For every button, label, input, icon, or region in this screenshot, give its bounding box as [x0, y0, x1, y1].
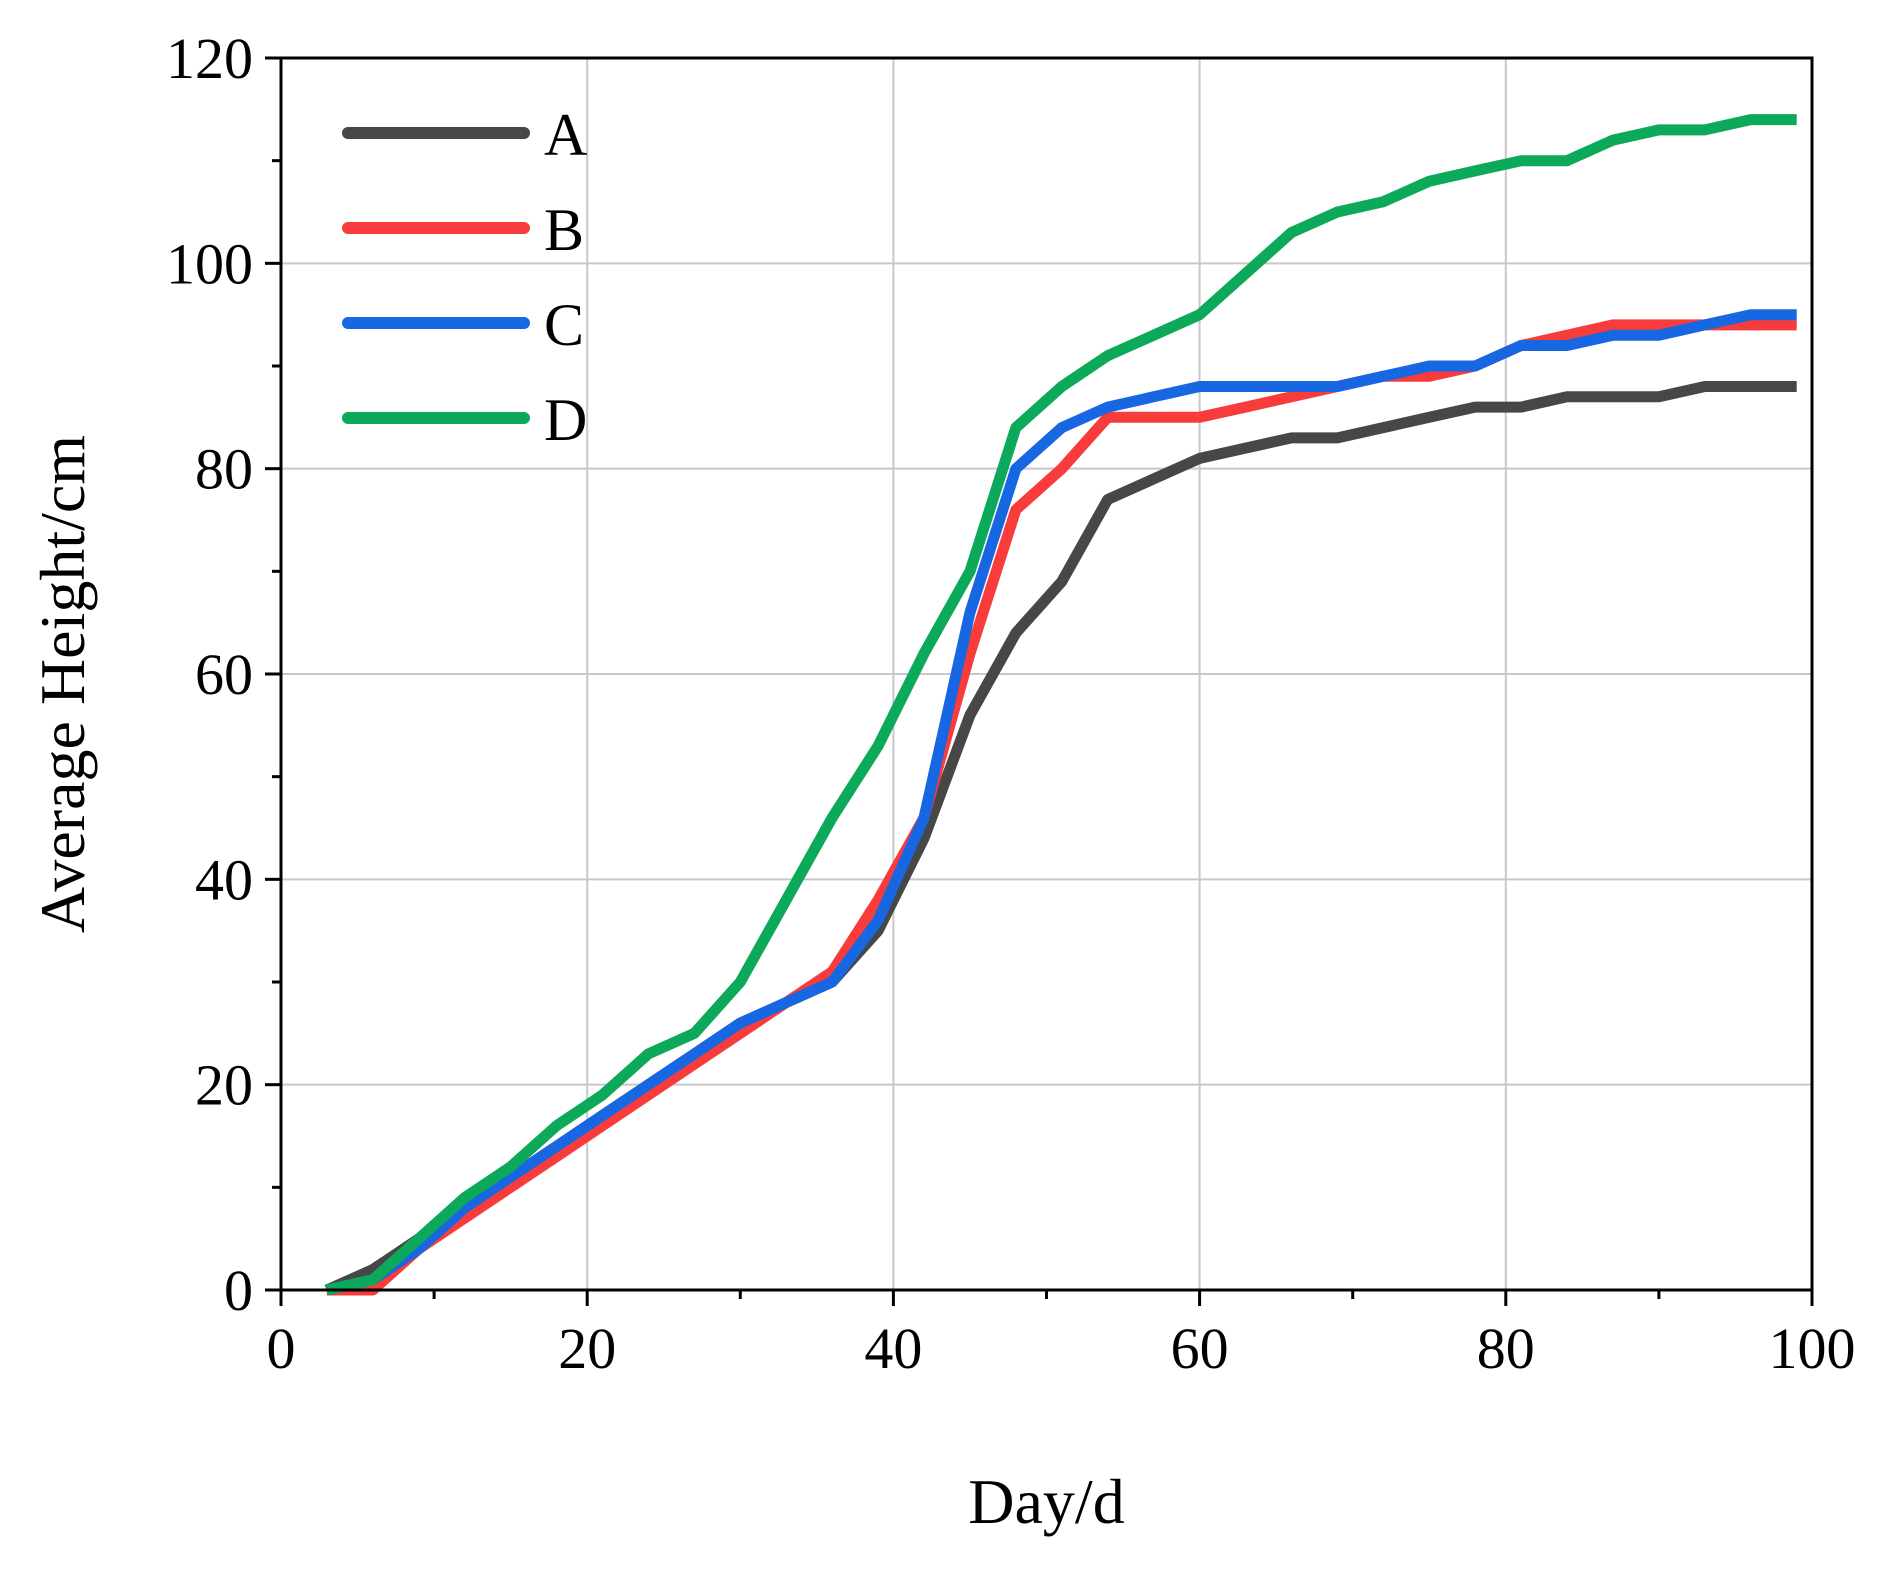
legend-label-b: B: [544, 197, 584, 263]
legend-label-c: C: [544, 292, 584, 358]
x-tick-label: 60: [1171, 1316, 1229, 1381]
y-tick-label: 100: [166, 231, 253, 296]
legend-label-a: A: [544, 102, 587, 168]
grid: [281, 58, 1812, 1290]
legend-label-d: D: [544, 387, 587, 453]
x-tick-label: 80: [1477, 1316, 1535, 1381]
series-line-b: [326, 319, 1797, 1296]
series-line-d: [325, 114, 1797, 1296]
x-tick-label: 100: [1769, 1316, 1856, 1381]
x-axis-title: Day/d: [968, 1466, 1124, 1537]
y-tick-label: 20: [195, 1053, 253, 1118]
x-tick-label: 20: [558, 1316, 616, 1381]
x-tick-label: 40: [864, 1316, 922, 1381]
series-line-c: [325, 309, 1797, 1296]
y-tick-labels: 0 20 40 60 80 100 120: [166, 26, 253, 1323]
x-tick-label: 0: [267, 1316, 296, 1381]
y-tick-label: 120: [166, 26, 253, 91]
y-tick-label: 0: [224, 1258, 253, 1323]
tick-marks: [265, 56, 1814, 1306]
y-tick-label: 80: [195, 437, 253, 502]
y-tick-label: 60: [195, 642, 253, 707]
y-axis-title: Average Height/cm: [27, 435, 98, 933]
series-lines: [324, 114, 1797, 1296]
x-tick-labels: 0 20 40 60 80 100: [267, 1316, 1856, 1381]
y-tick-label: 40: [195, 847, 253, 912]
